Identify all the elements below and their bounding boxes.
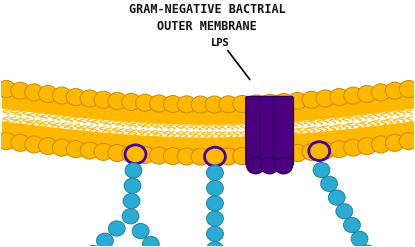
Circle shape: [247, 95, 266, 112]
Circle shape: [149, 95, 168, 112]
Circle shape: [386, 82, 404, 99]
Circle shape: [142, 236, 159, 247]
Circle shape: [24, 84, 44, 101]
Circle shape: [316, 142, 335, 159]
Circle shape: [0, 133, 16, 150]
Circle shape: [164, 147, 182, 165]
Circle shape: [80, 142, 99, 159]
Circle shape: [123, 193, 140, 209]
Circle shape: [207, 211, 223, 226]
Circle shape: [52, 139, 71, 156]
Circle shape: [316, 90, 335, 107]
Circle shape: [164, 95, 182, 113]
Circle shape: [108, 221, 125, 236]
Circle shape: [122, 209, 139, 224]
Circle shape: [330, 141, 349, 158]
Circle shape: [108, 92, 127, 109]
Circle shape: [247, 158, 265, 174]
Circle shape: [261, 158, 278, 174]
Circle shape: [24, 136, 44, 153]
Circle shape: [309, 142, 330, 161]
Circle shape: [274, 145, 293, 163]
Circle shape: [94, 143, 113, 160]
Circle shape: [205, 96, 224, 113]
FancyBboxPatch shape: [246, 97, 266, 166]
FancyBboxPatch shape: [273, 97, 293, 166]
Circle shape: [191, 148, 210, 165]
Circle shape: [344, 217, 360, 233]
Circle shape: [52, 87, 71, 104]
Circle shape: [0, 81, 16, 98]
Circle shape: [321, 176, 337, 191]
Circle shape: [136, 146, 154, 164]
Circle shape: [247, 147, 266, 164]
Circle shape: [358, 85, 376, 103]
Circle shape: [359, 245, 376, 247]
Text: LPS: LPS: [210, 39, 229, 48]
Circle shape: [275, 158, 293, 174]
Circle shape: [207, 181, 223, 196]
Circle shape: [344, 139, 363, 156]
Circle shape: [386, 134, 404, 151]
Circle shape: [136, 94, 154, 111]
Circle shape: [125, 163, 142, 178]
Circle shape: [219, 148, 238, 165]
Circle shape: [39, 138, 57, 155]
Circle shape: [233, 95, 251, 113]
Circle shape: [313, 163, 330, 178]
Circle shape: [207, 242, 223, 247]
Circle shape: [191, 96, 210, 113]
Circle shape: [358, 138, 376, 155]
Circle shape: [288, 144, 307, 162]
Circle shape: [177, 96, 196, 113]
Circle shape: [207, 196, 223, 211]
Circle shape: [207, 226, 223, 242]
Circle shape: [122, 145, 141, 163]
Circle shape: [302, 143, 321, 160]
Circle shape: [132, 224, 149, 239]
Circle shape: [205, 148, 224, 165]
Circle shape: [80, 90, 99, 107]
Circle shape: [336, 204, 353, 219]
Circle shape: [288, 92, 307, 109]
Circle shape: [96, 233, 113, 247]
Circle shape: [11, 134, 29, 151]
Circle shape: [94, 91, 113, 108]
Circle shape: [219, 96, 238, 113]
Circle shape: [328, 190, 345, 205]
Circle shape: [108, 144, 127, 162]
Circle shape: [122, 93, 141, 110]
Circle shape: [205, 147, 225, 166]
Circle shape: [149, 147, 168, 164]
Circle shape: [371, 136, 391, 153]
Circle shape: [399, 81, 415, 98]
Circle shape: [233, 147, 251, 165]
Circle shape: [344, 87, 363, 104]
Circle shape: [125, 145, 146, 164]
FancyBboxPatch shape: [260, 97, 280, 166]
Circle shape: [302, 91, 321, 108]
Circle shape: [66, 141, 85, 158]
Circle shape: [207, 165, 223, 181]
Circle shape: [39, 85, 57, 103]
Circle shape: [124, 178, 141, 193]
Circle shape: [274, 93, 293, 110]
Circle shape: [261, 94, 279, 111]
Circle shape: [399, 133, 415, 150]
Circle shape: [330, 88, 349, 106]
Circle shape: [177, 148, 196, 165]
Circle shape: [11, 82, 29, 99]
Circle shape: [261, 146, 279, 164]
Circle shape: [371, 84, 391, 101]
Circle shape: [66, 88, 85, 106]
Circle shape: [85, 245, 102, 247]
Text: GRAM-NEGATIVE BACTRIAL
OUTER MEMBRANE: GRAM-NEGATIVE BACTRIAL OUTER MEMBRANE: [129, 3, 286, 33]
Circle shape: [351, 231, 368, 247]
